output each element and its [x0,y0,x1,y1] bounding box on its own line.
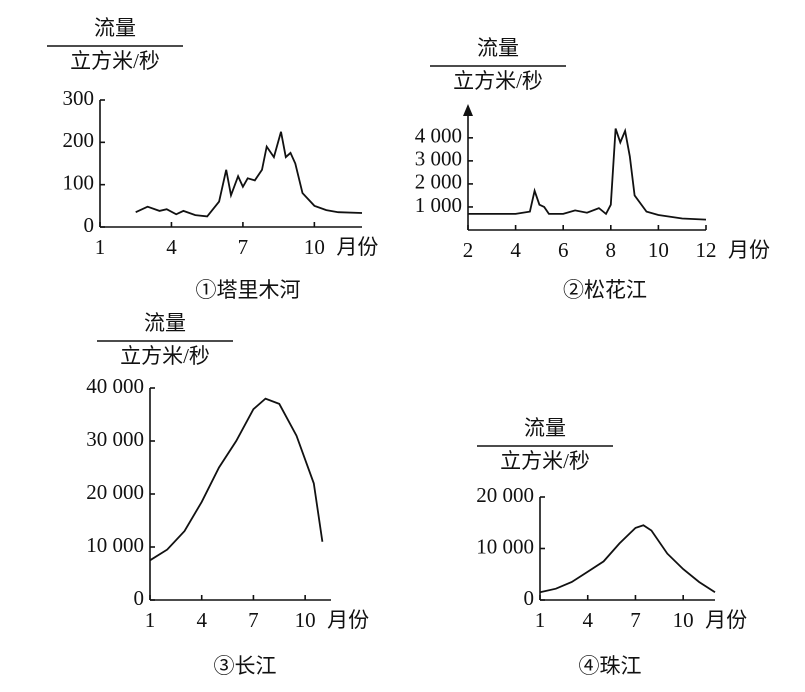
y-tick-label: 1 000 [415,193,462,217]
x-tick-label: 6 [558,238,569,262]
x-axis-label: 月份 [705,608,747,632]
y-tick-label: 10 000 [86,533,144,557]
x-tick-label: 8 [606,238,617,262]
x-tick-label: 4 [196,608,207,632]
x-tick-label: 1 [535,608,546,632]
axis-arrow [463,104,473,116]
x-tick-label: 10 [648,238,669,262]
x-tick-label: 4 [582,608,593,632]
chart-title: ②松花江 [563,278,647,302]
x-tick-label: 4 [166,235,177,259]
y-unit-numerator: 流量 [477,36,519,60]
x-tick-label: 7 [238,235,249,259]
x-axis-label: 月份 [336,235,378,259]
chart-title: ③长江 [214,654,277,678]
x-tick-label: 10 [673,608,694,632]
y-tick-label: 3 000 [415,147,462,171]
y-tick-label: 40 000 [86,374,144,398]
y-tick-label: 0 [524,586,535,610]
y-tick-label: 2 000 [415,170,462,194]
y-unit-numerator: 流量 [94,16,136,40]
x-tick-label: 10 [295,608,316,632]
x-tick-label: 7 [248,608,259,632]
y-unit-denominator: 立方米/秒 [500,449,590,473]
x-tick-label: 12 [696,238,717,262]
x-axis-label: 月份 [728,238,770,262]
chart-title: ④珠江 [579,654,642,678]
y-tick-label: 100 [63,170,95,194]
y-tick-label: 20 000 [476,483,534,507]
flow-line [135,131,363,218]
flow-line [468,127,707,221]
y-tick-label: 0 [84,213,95,237]
y-unit-denominator: 立方米/秒 [453,69,543,93]
y-unit-denominator: 立方米/秒 [70,49,160,73]
x-tick-label: 4 [510,238,521,262]
x-tick-label: 1 [145,608,156,632]
x-axis-label: 月份 [327,608,369,632]
y-tick-label: 200 [63,128,95,152]
y-tick-label: 30 000 [86,427,144,451]
y-tick-label: 20 000 [86,480,144,504]
y-unit-numerator: 流量 [524,416,566,440]
chart-title: ①塔里木河 [196,278,301,302]
y-tick-label: 0 [134,586,145,610]
y-tick-label: 4 000 [415,124,462,148]
x-tick-label: 7 [630,608,641,632]
x-tick-label: 2 [463,238,474,262]
x-tick-label: 1 [95,235,106,259]
x-tick-label: 10 [304,235,325,259]
flow-line [539,524,716,594]
flow-line [149,397,324,562]
y-unit-denominator: 立方米/秒 [120,344,210,368]
y-tick-label: 10 000 [476,534,534,558]
y-unit-numerator: 流量 [144,311,186,335]
y-tick-label: 300 [63,86,95,110]
